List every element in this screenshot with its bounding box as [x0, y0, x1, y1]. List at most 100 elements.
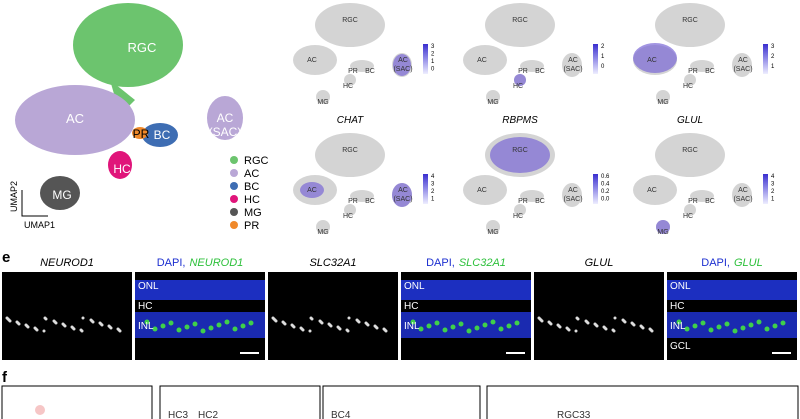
image-title: GLUL	[585, 257, 614, 269]
cluster-label: HC	[683, 83, 693, 90]
cluster-sac	[207, 96, 243, 140]
legend-label: PR	[244, 220, 259, 232]
cluster-label: AC	[647, 187, 657, 194]
cluster-label: MG	[317, 99, 328, 106]
gene-label: NEUROD1	[189, 257, 243, 269]
colorbar	[763, 44, 768, 74]
cluster-shape	[732, 183, 752, 207]
signal	[641, 326, 645, 330]
cluster-label: HC	[683, 213, 693, 220]
expression	[490, 137, 550, 173]
cluster-shape	[684, 74, 696, 86]
cluster-shape	[350, 60, 374, 72]
cluster-hc	[108, 151, 132, 179]
signal	[780, 320, 786, 326]
cluster-label: MG	[657, 229, 668, 236]
cluster-label: AC	[398, 187, 408, 194]
cluster-label: HC3	[168, 410, 188, 419]
signal	[756, 319, 762, 325]
expression	[514, 74, 526, 86]
signal	[200, 328, 206, 334]
legend-label: MG	[244, 207, 262, 219]
cluster-shape	[316, 220, 330, 234]
cluster-label: BC	[705, 198, 715, 205]
signal	[466, 328, 472, 334]
signal	[574, 329, 578, 333]
signal	[506, 323, 512, 329]
cluster-ac	[15, 85, 135, 155]
colorbar-tick: 2	[771, 189, 775, 195]
signal	[375, 326, 379, 330]
cluster-mg	[40, 176, 80, 210]
plot-box	[1, 385, 153, 419]
cluster-label: PR	[688, 68, 698, 75]
signal	[490, 319, 496, 325]
expression	[300, 182, 324, 198]
expression	[656, 220, 670, 234]
signal	[458, 321, 464, 327]
colorbar-tick: 4	[771, 174, 775, 180]
gene-title: GLUL	[677, 115, 703, 126]
cluster-label: PR	[348, 68, 358, 75]
cluster-label: RGC	[128, 40, 157, 55]
feature-plot: RGC AC PR BC AC (SAC) HC MG 4 32 1	[633, 133, 775, 236]
signal	[612, 329, 616, 333]
signal	[184, 324, 190, 330]
cluster-label: MG	[52, 188, 71, 202]
signal	[716, 324, 722, 330]
axis-label: UMAP1	[24, 220, 55, 230]
cluster-shape	[562, 53, 582, 77]
cluster-label: BC	[154, 128, 171, 142]
panel-label: f	[2, 369, 8, 386]
umap-main: RGC AC AC (SAC) PR BC HC MG UMAP2 UMAP1	[9, 3, 243, 230]
signal	[63, 324, 67, 328]
layer-label: HC	[404, 301, 418, 312]
signal	[442, 327, 448, 333]
signal	[224, 319, 230, 325]
colorbar-tick: 4	[431, 174, 435, 180]
cluster-label: AC	[66, 111, 84, 126]
signal	[586, 321, 590, 325]
gene-title: RBPMS	[502, 115, 538, 126]
dapi-band	[667, 312, 797, 338]
colorbar	[423, 44, 428, 74]
cluster-label: (SAC)	[733, 196, 752, 203]
cluster-shape	[633, 175, 677, 205]
feature-plot: RGC AC PR BC AC (SAC) HC MG 0.6 0.40.2 0.0	[463, 133, 610, 236]
cluster-label: BC	[705, 68, 715, 75]
legend-swatch	[230, 195, 238, 203]
colorbar-tick: 0	[431, 67, 435, 73]
cluster-shape	[684, 204, 696, 216]
dapi-band	[401, 312, 531, 338]
layer-label: ONL	[670, 281, 691, 292]
signal	[17, 322, 21, 326]
cluster-label: HC2	[198, 410, 218, 419]
signal	[338, 327, 342, 331]
colorbar-tick: 2	[601, 44, 605, 50]
layer-label: ONL	[404, 281, 425, 292]
colorbar-tick: 0.4	[601, 182, 610, 188]
signal	[329, 324, 333, 328]
cluster-label: AC	[307, 187, 317, 194]
cluster-shape	[350, 190, 374, 202]
signal	[692, 323, 698, 329]
signal	[208, 325, 214, 331]
signal	[192, 321, 198, 327]
colorbar	[423, 174, 428, 204]
cluster-shape	[655, 133, 725, 177]
expression	[393, 54, 411, 76]
colorbar-tick: 0.2	[601, 189, 610, 195]
gene-label: GLUL	[734, 257, 763, 269]
dapi-band	[135, 280, 265, 300]
signal	[320, 321, 324, 325]
legend-label: AC	[244, 168, 259, 180]
cluster-shape	[316, 90, 330, 104]
signal	[384, 329, 388, 333]
cluster-label: AC	[738, 187, 748, 194]
image-title: DAPI, NEUROD1	[157, 257, 244, 269]
cluster-label: (SAC)	[209, 125, 242, 139]
signal	[558, 325, 562, 329]
